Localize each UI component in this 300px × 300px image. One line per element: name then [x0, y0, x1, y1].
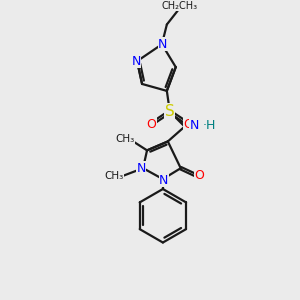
Text: CH₃: CH₃: [116, 134, 135, 145]
Text: O: O: [146, 118, 156, 131]
Text: N: N: [136, 162, 146, 175]
Text: O: O: [195, 169, 205, 182]
Text: S: S: [165, 104, 175, 119]
Text: CH₂CH₃: CH₂CH₃: [162, 1, 198, 11]
Text: CH₃: CH₃: [105, 171, 124, 181]
Text: N: N: [131, 55, 141, 68]
Text: N: N: [158, 38, 168, 51]
Text: N: N: [190, 119, 199, 132]
Text: N: N: [159, 174, 169, 187]
Text: ·H: ·H: [202, 119, 216, 132]
Text: O: O: [184, 118, 194, 131]
